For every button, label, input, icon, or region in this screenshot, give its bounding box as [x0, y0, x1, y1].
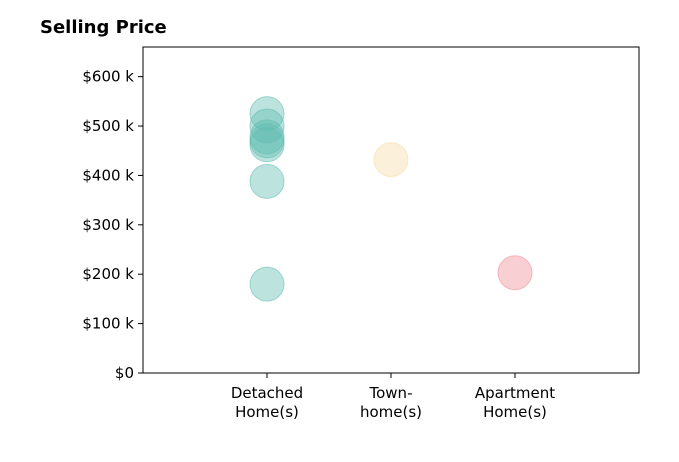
- x-axis: Detached Home(s) Town-home(s) Apartment Home…: [231, 373, 555, 421]
- x-tick-label: Apartment Home(s): [475, 384, 555, 421]
- data-point: [249, 108, 285, 144]
- y-tick-label: $600 k: [82, 68, 134, 86]
- y-axis: $0 $100 k $200 k $300 k $400 k $500 k $600 k: [82, 68, 143, 382]
- x-tick-label: Town-home(s): [360, 384, 422, 421]
- y-tick-label: $400 k: [82, 166, 134, 184]
- data-point: [249, 127, 285, 163]
- data-point: [497, 255, 533, 291]
- chart-title: Selling Price: [40, 17, 167, 38]
- plot-frame: [142, 46, 640, 374]
- data-points: [249, 96, 533, 302]
- data-point: [373, 142, 409, 178]
- y-tick-label: $300 k: [82, 216, 134, 234]
- x-tick-label: Detached Home(s): [231, 384, 303, 421]
- y-tick-label: $0: [115, 364, 134, 382]
- y-tick-label: $200 k: [82, 265, 134, 283]
- data-point: [249, 266, 285, 302]
- data-point: [249, 163, 285, 199]
- y-tick-label: $500 k: [82, 117, 134, 135]
- y-tick-label: $100 k: [82, 315, 134, 333]
